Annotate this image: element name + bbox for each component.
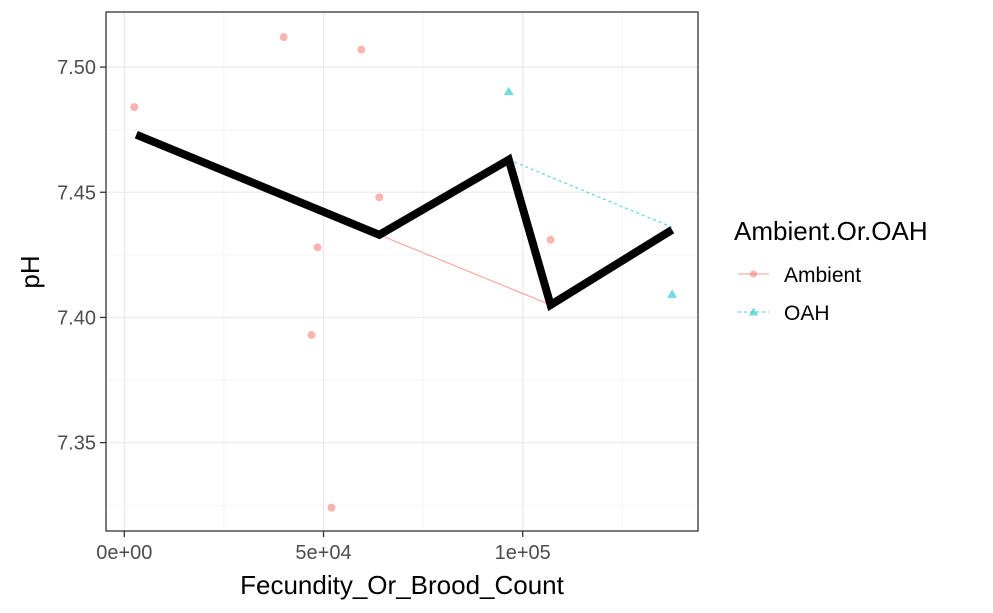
data-point-ambient <box>546 235 555 244</box>
legend-key-oah: OAH <box>738 302 830 325</box>
data-point-ambient <box>375 193 384 202</box>
data-point-ambient <box>327 503 336 512</box>
data-point-ambient <box>313 243 322 252</box>
y-tick-label: 7.40 <box>57 307 96 329</box>
legend-marker-oah <box>748 307 759 316</box>
x-tick-label: 0e+00 <box>96 542 152 564</box>
x-axis-title: Fecundity_Or_Brood_Count <box>240 570 565 600</box>
data-point-ambient <box>130 103 139 112</box>
overall-line <box>134 130 675 312</box>
data-point-ambient <box>357 45 366 54</box>
y-tick-label: 7.35 <box>57 433 96 455</box>
data-point-oah <box>503 86 514 96</box>
overall-trend-line <box>134 130 675 312</box>
data-point-oah <box>667 289 678 298</box>
legend: Ambient.Or.OAH Ambient OAH <box>734 216 928 325</box>
y-tick-label: 7.45 <box>57 182 96 204</box>
legend-title: Ambient.Or.OAH <box>734 216 928 246</box>
x-tick-label: 1e+05 <box>495 542 551 564</box>
data-point-ambient <box>307 330 316 339</box>
series-line-ambient <box>379 234 551 306</box>
legend-marker-ambient <box>749 270 758 278</box>
legend-label-ambient: Ambient <box>784 264 861 287</box>
x-tick-label: 5e+04 <box>295 542 351 564</box>
panel-border <box>105 11 699 532</box>
data-points <box>130 33 678 512</box>
legend-label-oah: OAH <box>784 302 830 325</box>
axis-ticks: 0e+00 5e+04 1e+05 7.35 7.40 7.45 7.50 <box>57 57 551 564</box>
series-lines <box>379 159 673 306</box>
y-tick-label: 7.50 <box>57 57 96 79</box>
legend-key-ambient: Ambient <box>738 264 861 287</box>
data-point-ambient <box>279 33 288 42</box>
y-axis-title: pH <box>15 255 45 288</box>
grid-lines <box>106 12 698 531</box>
